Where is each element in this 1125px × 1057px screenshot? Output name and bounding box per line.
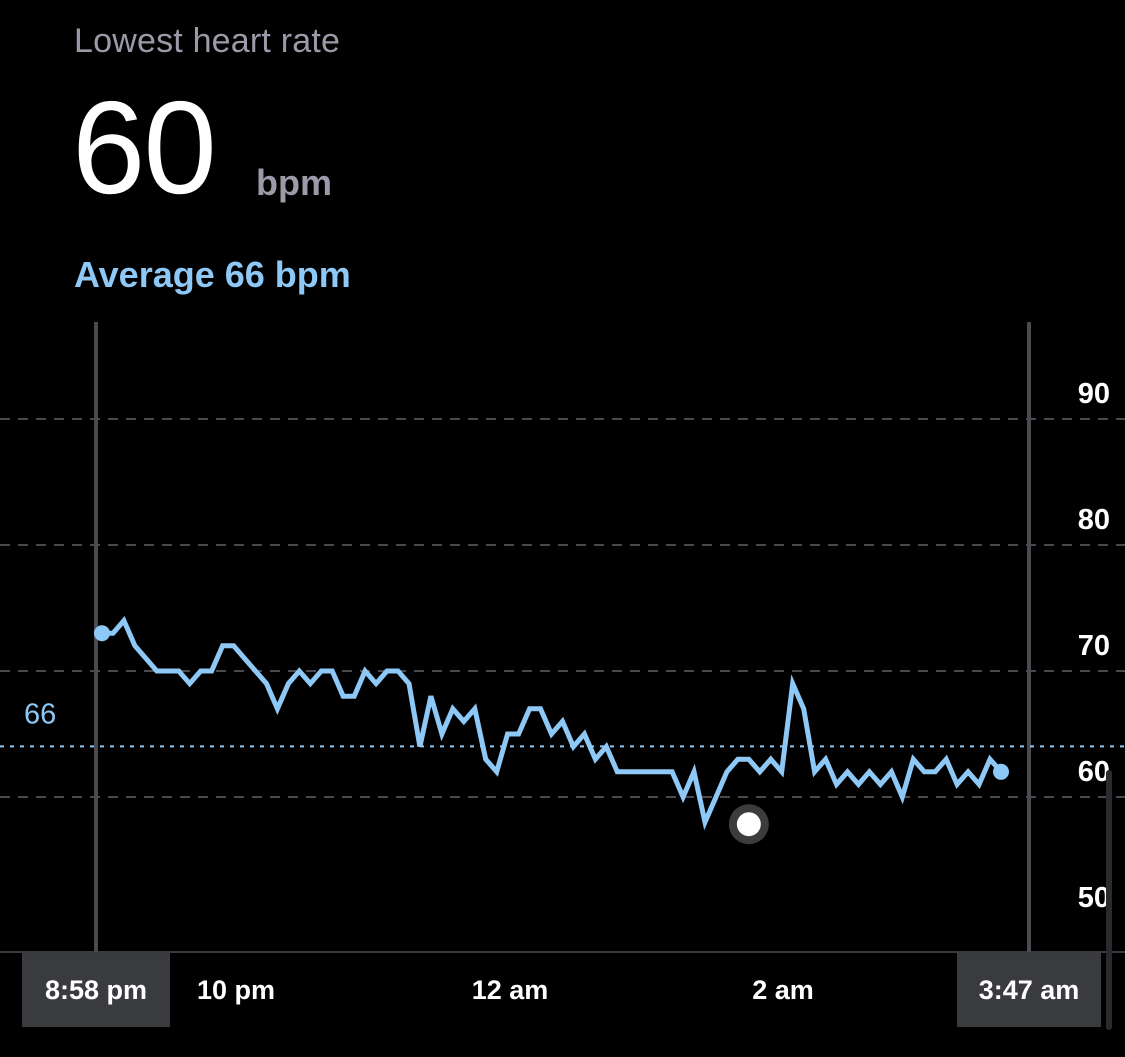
average-line-label: 66 <box>24 698 56 730</box>
start-time-chip[interactable]: 8:58 pm <box>22 953 170 1027</box>
lowest-heart-rate-value: 60 <box>72 74 217 221</box>
y-tick-label-60: 60 <box>1078 756 1110 788</box>
y-tick-label-70: 70 <box>1078 630 1110 662</box>
end-point-dot <box>993 763 1009 780</box>
minimum-marker <box>736 812 761 837</box>
scrollbar[interactable] <box>1106 770 1112 1030</box>
heart-rate-series-line <box>99 615 1004 831</box>
x-tick-label-2am: 2 am <box>752 975 814 1005</box>
average-heart-rate-label: Average 66 bpm <box>74 254 351 295</box>
y-tick-label-80: 80 <box>1078 504 1110 536</box>
lowest-heart-rate-unit: bpm <box>256 162 332 203</box>
x-tick-label-10pm: 10 pm <box>196 975 276 1005</box>
y-tick-label-90: 90 <box>1078 378 1110 410</box>
y-tick-label-50: 50 <box>1078 882 1110 914</box>
x-tick-label-12am: 12 am <box>471 975 549 1005</box>
start-point-dot <box>94 625 110 642</box>
page-title: Lowest heart rate <box>74 22 341 60</box>
end-time-chip[interactable]: 3:47 am <box>957 953 1101 1027</box>
